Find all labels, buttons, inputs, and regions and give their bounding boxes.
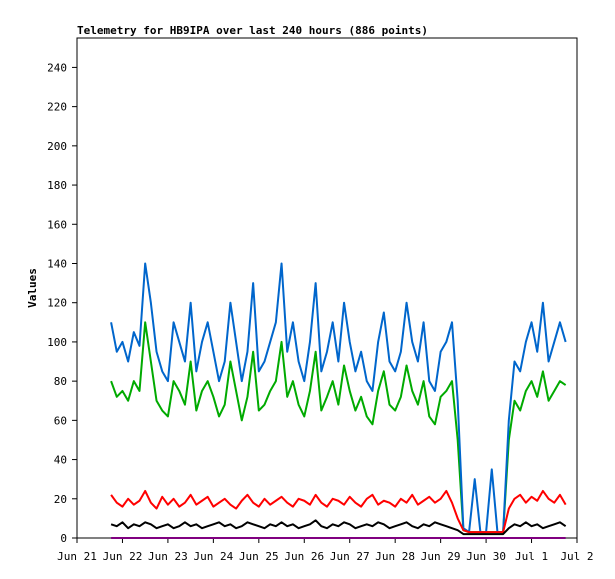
y-tick-label: 180 [47, 179, 67, 192]
x-tick-label: Jun 27 [330, 550, 370, 563]
y-tick-label: 140 [47, 257, 67, 270]
y-tick-label: 0 [60, 532, 67, 545]
y-tick-label: 100 [47, 336, 67, 349]
series-line [110, 262, 567, 534]
y-tick-label: 160 [47, 218, 67, 231]
y-tick-label: 220 [47, 101, 67, 114]
x-tick-label: Jun 29 [421, 550, 461, 563]
y-tick-label: 80 [54, 375, 67, 388]
y-tick-label: 60 [54, 414, 67, 427]
x-tick-label: Jun 24 [193, 550, 233, 563]
y-tick-label: 240 [47, 61, 67, 74]
y-axis-label: Values [26, 268, 39, 308]
series-line [110, 489, 567, 534]
chart-title: Telemetry for HB9IPA over last 240 hours… [77, 24, 428, 37]
x-tick-label: Jul 1 [515, 550, 548, 563]
x-tick-label: Jun 23 [148, 550, 188, 563]
x-tick-label: Jul 2 [560, 550, 593, 563]
x-tick-label: Jun 22 [103, 550, 143, 563]
x-tick-label: Jun 21 [57, 550, 97, 563]
y-tick-label: 200 [47, 140, 67, 153]
series-line [110, 519, 567, 536]
y-tick-label: 20 [54, 493, 67, 506]
x-tick-label: Jun 28 [375, 550, 415, 563]
y-tick-label: 120 [47, 297, 67, 310]
x-tick-label: Jun 26 [284, 550, 324, 563]
x-tick-label: Jun 25 [239, 550, 279, 563]
y-tick-label: 40 [54, 454, 67, 467]
x-tick-label: Jun 30 [466, 550, 506, 563]
